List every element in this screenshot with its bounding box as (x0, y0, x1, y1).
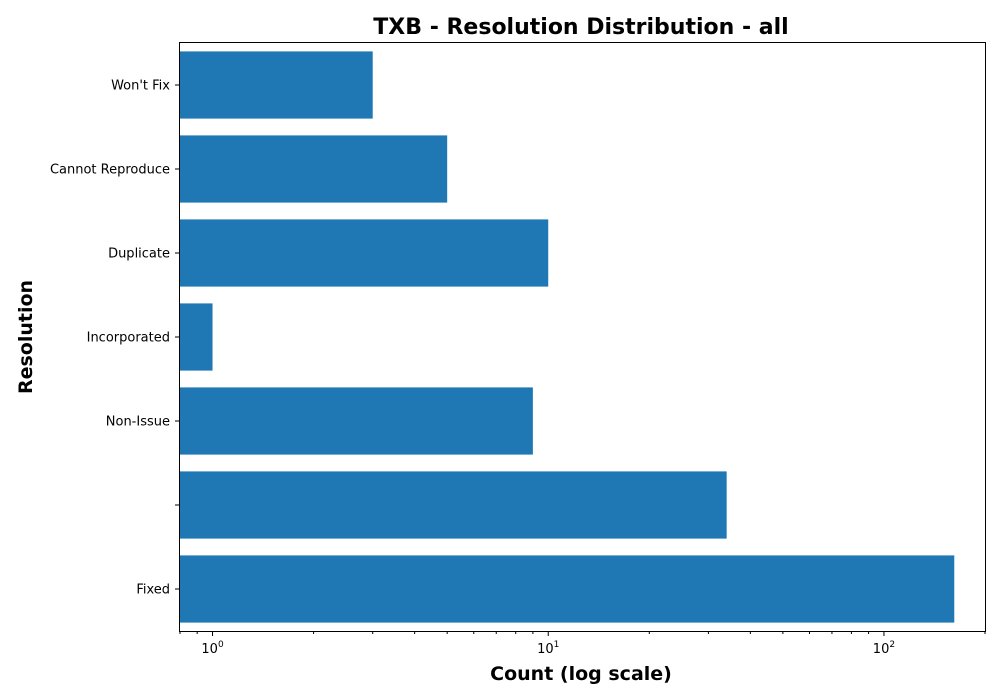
bar-won-t-fix (180, 51, 373, 119)
y-tick-label: Duplicate (108, 247, 170, 262)
chart-title: TXB - Resolution Distribution - all (373, 15, 788, 40)
bars-group (180, 51, 955, 623)
y-axis-ticks: Won't Fix Cannot Reproduce Duplicate Incorp… (50, 79, 180, 598)
y-axis-label: Resolution (15, 280, 37, 394)
bar-unlabeled (180, 471, 727, 539)
bar-incorporated (180, 303, 213, 371)
x-tick-label: 102 (873, 640, 895, 657)
x-tick-label: 100 (201, 640, 224, 657)
bar-cannot-reproduce (180, 135, 448, 203)
x-axis-label: Count (log scale) (490, 663, 672, 685)
y-tick-label: Won't Fix (111, 79, 170, 94)
bar-fixed (180, 555, 955, 623)
y-tick-label: Non-Issue (106, 415, 170, 430)
y-tick-label: Fixed (136, 583, 170, 598)
y-tick-label: Cannot Reproduce (50, 163, 170, 178)
bar-duplicate (180, 219, 549, 287)
x-tick-label: 101 (537, 640, 559, 657)
y-tick-label: Incorporated (87, 331, 170, 346)
plot-frame (179, 42, 986, 632)
x-axis-ticks: 100 101 102 (179, 631, 986, 657)
bar-non-issue (180, 387, 533, 455)
